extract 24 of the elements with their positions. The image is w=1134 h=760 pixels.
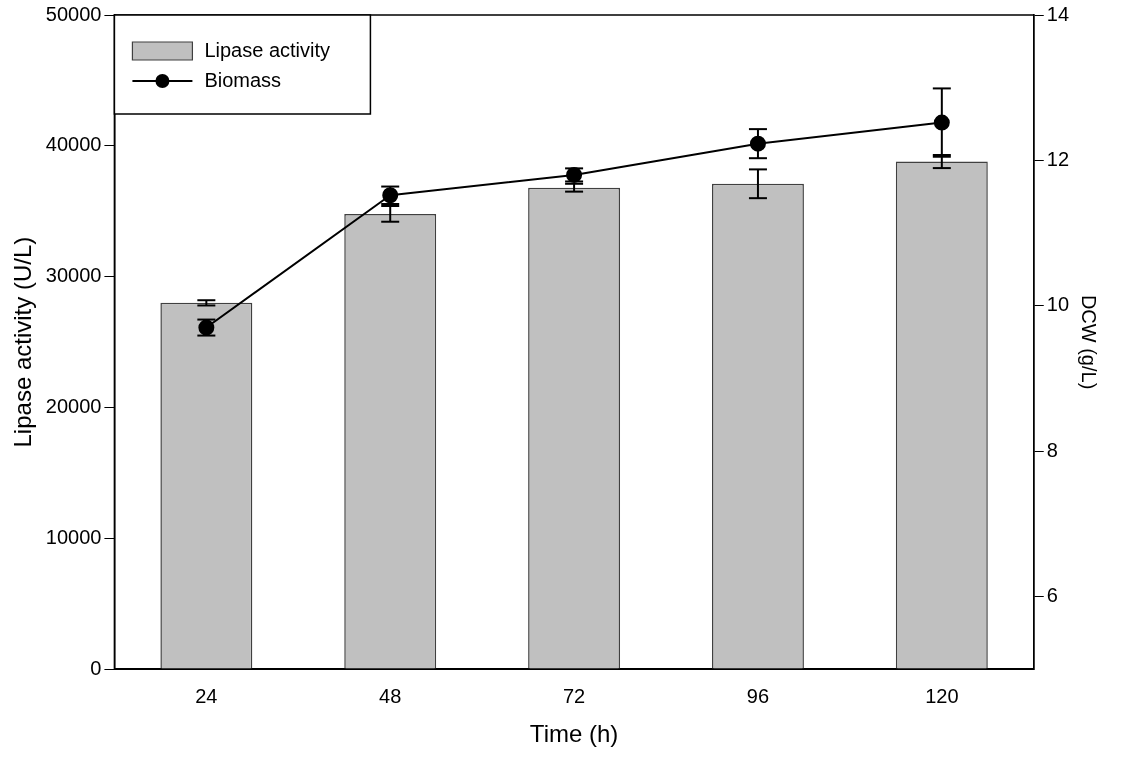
y2-tick-label: 14 <box>1046 2 1069 25</box>
y2-tick-label: 10 <box>1046 293 1069 316</box>
legend-label: Biomass <box>204 68 282 91</box>
y-tick-label: 40000 <box>45 133 102 156</box>
x-tick-label: 96 <box>746 684 770 707</box>
legend-label: Lipase activity <box>204 38 331 61</box>
point <box>933 114 950 131</box>
y2-tick-label: 6 <box>1046 584 1058 607</box>
y2-tick-label: 8 <box>1046 438 1058 461</box>
y2-axis-title: DCW (g/L) <box>1078 294 1101 390</box>
x-tick-label: 24 <box>195 684 218 707</box>
x-axis-title: Time (h) <box>529 720 619 748</box>
x-tick-label: 48 <box>379 684 402 707</box>
x-tick-label: 72 <box>562 684 586 707</box>
y2-tick-label: 12 <box>1046 147 1069 170</box>
point <box>749 135 766 152</box>
y-tick-label: 50000 <box>45 2 102 25</box>
x-tick-label: 120 <box>925 684 959 707</box>
y-axis-title: Lipase activity (U/L) <box>9 236 37 448</box>
y-tick-label: 20000 <box>45 395 102 418</box>
point <box>382 187 399 204</box>
y-tick-label: 30000 <box>45 264 102 287</box>
y-tick-label: 10000 <box>45 525 102 548</box>
y-tick-label: 0 <box>90 656 102 679</box>
